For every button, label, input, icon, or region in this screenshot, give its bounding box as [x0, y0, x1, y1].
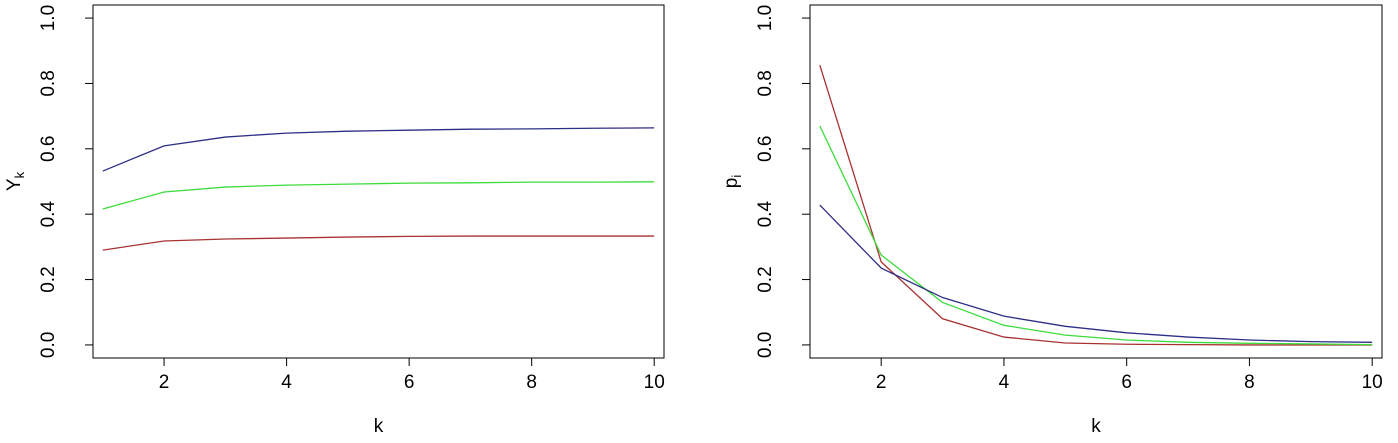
series-line: [819, 64, 1373, 346]
x-tick-label: 4: [281, 372, 292, 393]
y-tick-label: 0.2: [755, 266, 776, 292]
x-tick-label: 8: [1244, 372, 1255, 393]
series-line: [819, 204, 1373, 343]
x-tick-label: 8: [526, 372, 537, 393]
plot-frame: [92, 4, 665, 359]
series-line: [102, 181, 655, 210]
x-tick-label: 4: [999, 372, 1010, 393]
y-tick-label: 0.6: [755, 136, 776, 162]
x-tick-label: 2: [876, 372, 887, 393]
y-tick-label: 0.8: [755, 70, 776, 96]
y-axis-label-main: p: [721, 178, 742, 189]
y-tick-label: 1.0: [755, 5, 776, 31]
x-tick-label: 6: [404, 372, 415, 393]
x-tick-label: 6: [1121, 372, 1132, 393]
y-axis-label-subscript: k: [12, 171, 27, 178]
y-tick-label: 0.2: [38, 266, 59, 292]
x-tick-label: 2: [159, 372, 170, 393]
y-tick-label: 0.6: [38, 136, 59, 162]
series-line: [819, 125, 1373, 346]
y-axis-label-subscript: i: [729, 175, 744, 178]
x-axis-label: k: [374, 416, 384, 437]
y-tick-label: 0.4: [38, 201, 59, 228]
y-tick-label: 0.8: [38, 70, 59, 96]
x-axis-label: k: [1091, 416, 1101, 437]
x-tick-label: 10: [644, 372, 665, 393]
plot-frame: [809, 4, 1383, 359]
y-tick-label: 1.0: [38, 5, 59, 31]
y-axis-label-main: Y: [4, 178, 25, 191]
y-tick-label: 0.0: [38, 332, 59, 358]
y-tick-label: 0.0: [755, 332, 776, 358]
series-line: [102, 127, 655, 172]
x-tick-label: 10: [1362, 372, 1383, 393]
y-tick-label: 0.4: [755, 201, 776, 228]
series-line: [102, 235, 655, 251]
y-axis-label: pi: [721, 175, 744, 189]
y-axis-label: Yk: [4, 171, 27, 191]
